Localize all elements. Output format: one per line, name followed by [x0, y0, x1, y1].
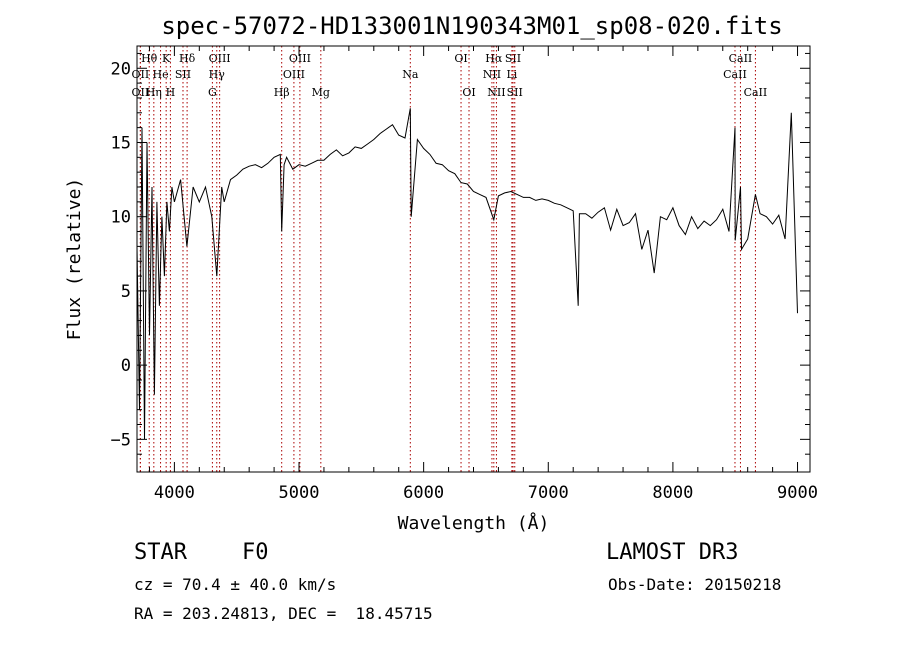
- line-marker-label: K: [162, 52, 171, 65]
- line-marker-label: Mg: [312, 86, 330, 99]
- x-tick-label: 6000: [403, 483, 444, 503]
- line-marker-label: H: [166, 86, 176, 99]
- object-subclass: F0: [242, 540, 269, 565]
- obs-date-text: Obs-Date: 20150218: [608, 575, 782, 594]
- y-tick-label: 10: [111, 208, 131, 228]
- line-marker-label: CaII: [744, 86, 768, 99]
- y-tick-label: 20: [111, 59, 131, 79]
- line-marker-label: Hβ: [274, 86, 290, 99]
- x-axis-label: Wavelength (Å): [398, 512, 550, 534]
- line-marker-label: NII: [487, 86, 505, 99]
- coordinates-text: RA = 203.24813, DEC = 18.45715: [134, 604, 433, 623]
- line-marker-label: Hδ: [179, 52, 196, 65]
- line-marker-label: G: [208, 86, 217, 99]
- line-marker-label: OI: [462, 86, 475, 99]
- line-marker-label: He: [153, 68, 169, 81]
- y-tick-label: 5: [121, 282, 131, 302]
- x-tick-label: 5000: [279, 483, 320, 503]
- line-marker-label: OI: [454, 52, 467, 65]
- y-tick-label: 15: [111, 133, 131, 153]
- line-marker-label: CaII: [729, 52, 753, 65]
- line-marker-label: Na: [402, 68, 419, 81]
- survey-label: LAMOST DR3: [606, 540, 739, 565]
- line-marker-label: Hη: [146, 86, 162, 99]
- line-marker-label: OII: [132, 86, 150, 99]
- object-class: STAR: [134, 540, 187, 565]
- x-tick-label: 9000: [777, 483, 818, 503]
- line-marker-label: SII: [507, 86, 523, 99]
- flux-series-line: [136, 108, 798, 440]
- x-tick-label: 4000: [154, 483, 195, 503]
- plot-frame: [136, 45, 811, 473]
- chart-title: spec-57072-HD133001N190343M01_sp08-020.f…: [161, 12, 782, 40]
- line-marker-label: OIII: [209, 52, 231, 65]
- y-axis-label: Flux (relative): [64, 178, 85, 341]
- line-marker-label: Hγ: [209, 68, 226, 81]
- redshift-text: cz = 70.4 ± 40.0 km/s: [134, 575, 337, 594]
- line-marker-label: OIII: [289, 52, 311, 65]
- line-marker-label: SII: [505, 52, 521, 65]
- line-marker-label: Hθ: [141, 52, 158, 65]
- line-marker-label: Li: [506, 68, 517, 81]
- x-tick-label: 7000: [528, 483, 569, 503]
- x-tick-label: 8000: [652, 483, 693, 503]
- line-marker-label: NII: [483, 68, 501, 81]
- line-marker-label: SII: [175, 68, 191, 81]
- line-marker-label: Hα: [485, 52, 503, 65]
- y-tick-label: −5: [111, 430, 131, 450]
- y-tick-label: 0: [121, 356, 131, 376]
- line-marker-label: CaII: [723, 68, 747, 81]
- line-marker-label: OIII: [283, 68, 305, 81]
